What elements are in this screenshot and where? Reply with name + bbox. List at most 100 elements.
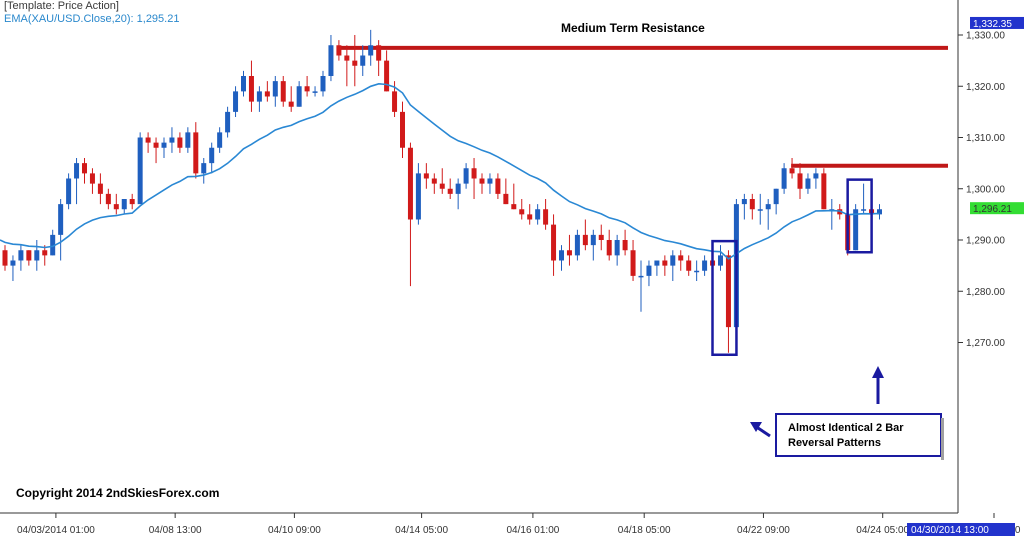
- candle: [264, 81, 270, 102]
- candle: [805, 173, 811, 194]
- candle-body: [415, 173, 421, 220]
- candle-body: [336, 45, 342, 56]
- candle: [121, 199, 127, 215]
- candle: [209, 142, 215, 174]
- candle: [749, 193, 755, 220]
- x-tick-label: 04/16 01:00: [506, 525, 559, 536]
- candle: [614, 234, 620, 266]
- candle: [233, 86, 239, 117]
- candle: [789, 158, 795, 179]
- candle-body: [121, 199, 127, 210]
- candle: [606, 229, 612, 261]
- candle-body: [662, 260, 668, 266]
- arrow-up-head: [872, 366, 884, 378]
- last-price-label: 1,296.21: [973, 204, 1012, 215]
- candle-body: [813, 173, 819, 179]
- candle: [201, 158, 207, 184]
- highlight-box: [846, 178, 873, 254]
- candle-body: [74, 163, 80, 179]
- candle-body: [646, 265, 652, 276]
- candle-body: [280, 81, 286, 102]
- candle: [463, 163, 469, 189]
- candle: [495, 173, 501, 199]
- candle: [18, 245, 24, 271]
- candle: [42, 245, 48, 266]
- candle-body: [89, 173, 95, 184]
- candle-body: [551, 224, 557, 261]
- candle-body: [320, 76, 326, 92]
- candle: [74, 158, 80, 205]
- candle: [582, 219, 588, 251]
- candle-body: [487, 178, 493, 184]
- candle-body: [153, 142, 159, 148]
- x-tick-label: 04/08 13:00: [149, 525, 202, 536]
- candle-body: [113, 204, 119, 210]
- candle-body: [50, 234, 56, 256]
- candle-body: [598, 234, 604, 240]
- candle: [622, 229, 628, 256]
- x-tick-label: 04/03/2014 01:00: [17, 525, 95, 536]
- highlight-boxes: [711, 178, 873, 356]
- arrow-left-head: [750, 422, 762, 432]
- y-tick-label: 1,310.00: [966, 133, 1005, 144]
- candle: [765, 199, 771, 230]
- candle-body: [511, 204, 517, 210]
- candle: [686, 255, 692, 276]
- pattern-callout-line1: Almost Identical 2 Bar: [788, 422, 904, 434]
- candle: [757, 193, 763, 225]
- candle: [646, 260, 652, 287]
- candle: [702, 255, 708, 276]
- candle: [407, 142, 413, 287]
- candle-body: [694, 270, 700, 273]
- candle-body: [781, 168, 787, 189]
- candle-body: [503, 193, 509, 205]
- candle-body: [725, 255, 731, 328]
- candle: [312, 86, 318, 97]
- candle-body: [105, 193, 111, 205]
- callout-arrow-up: [872, 366, 884, 404]
- candle: [479, 173, 485, 194]
- candle: [574, 229, 580, 261]
- candle-body: [853, 209, 859, 251]
- x-axis: 04/03/2014 01:00 04/08 13:00 04/10 09:00 04…: [0, 512, 1021, 536]
- candle: [503, 178, 509, 205]
- x-tick-label: 04/10 09:00: [268, 525, 321, 536]
- candle-body: [2, 250, 8, 266]
- copyright-text: Copyright 2014 2ndSkiesForex.com: [16, 486, 219, 500]
- ema-line: [0, 82, 880, 260]
- candle-body: [256, 91, 262, 102]
- candle: [535, 204, 541, 225]
- last-price-badge: [970, 202, 1024, 215]
- candle-body: [34, 250, 40, 261]
- current-date-badge: [907, 523, 1015, 536]
- candle-body: [614, 240, 620, 256]
- arrow-left-shaft: [757, 426, 771, 438]
- candle-body: [129, 199, 135, 205]
- candle: [304, 76, 310, 97]
- candle-body: [288, 101, 294, 107]
- candle: [773, 188, 779, 215]
- candle: [129, 193, 135, 210]
- candle: [26, 250, 32, 266]
- candle: [169, 127, 175, 153]
- candle-body: [749, 199, 755, 210]
- candle-body: [26, 250, 32, 261]
- candle-body: [630, 250, 636, 276]
- candle-body: [400, 111, 405, 148]
- y-tick-label: 1,270.00: [966, 338, 1005, 349]
- top-price-badge: [970, 16, 1024, 29]
- candle-body: [328, 45, 334, 76]
- candle: [725, 250, 731, 353]
- candle: [431, 173, 437, 194]
- candle-body: [161, 142, 167, 148]
- candle: [161, 137, 167, 158]
- x-tick-label: 04/22 09:00: [737, 525, 790, 536]
- candle-body: [352, 60, 358, 66]
- candle-body: [431, 178, 437, 184]
- candle: [89, 168, 95, 194]
- candle-body: [622, 240, 628, 251]
- candle-body: [137, 137, 143, 205]
- y-tick-label: 1,320.00: [966, 82, 1005, 93]
